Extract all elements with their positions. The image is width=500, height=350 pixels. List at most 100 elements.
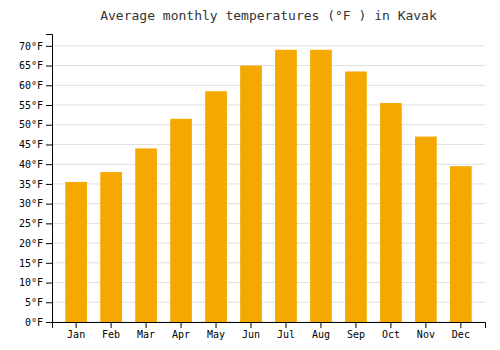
bar xyxy=(170,119,192,322)
grid xyxy=(52,46,485,322)
x-tick: May xyxy=(207,322,225,340)
y-tick: 50°F xyxy=(19,119,52,130)
bar xyxy=(310,50,332,322)
y-tick-label: 5°F xyxy=(25,297,43,308)
bars xyxy=(65,50,471,322)
y-tick-label: 30°F xyxy=(19,198,43,209)
x-tick-mark xyxy=(76,322,77,328)
x-tick-label: Oct xyxy=(382,329,400,340)
x-tick: Jul xyxy=(277,322,295,340)
grid-line xyxy=(52,65,485,66)
bar xyxy=(100,172,122,322)
y-tick-label: 0°F xyxy=(25,317,43,328)
y-tick: 20°F xyxy=(19,238,52,249)
y-tick-mark xyxy=(46,322,52,323)
y-tick-mark xyxy=(46,263,52,264)
y-tick-mark xyxy=(46,164,52,165)
title: Average monthly temperatures (°F ) in Ka… xyxy=(100,8,437,23)
x-tick-mark xyxy=(425,322,426,328)
x-tick-label: Dec xyxy=(452,329,470,340)
x-tick-mark xyxy=(181,322,182,328)
x-tick-label: Jan xyxy=(67,329,85,340)
y-tick: 60°F xyxy=(19,80,52,91)
x-tick: Nov xyxy=(417,322,435,340)
y-tick-label: 45°F xyxy=(19,139,43,150)
y-tick-label: 10°F xyxy=(19,277,43,288)
x-tick-mark xyxy=(216,322,217,328)
x-tick: Mar xyxy=(137,322,155,340)
x-tick-mark xyxy=(251,322,252,328)
y-tick-label: 20°F xyxy=(19,238,43,249)
y-tick-mark xyxy=(46,184,52,185)
x-tick-mark xyxy=(111,322,112,328)
y-tick: 30°F xyxy=(19,198,52,209)
x-tick-label: Jul xyxy=(277,329,295,340)
y-axis-line xyxy=(46,35,53,323)
x-tick-mark xyxy=(355,322,356,328)
x-tick: Aug xyxy=(312,322,330,340)
y-tick: 5°F xyxy=(25,297,52,308)
y-tick-mark xyxy=(46,302,52,303)
y-tick-label: 15°F xyxy=(19,258,43,269)
x-tick-mark xyxy=(320,322,321,328)
y-tick-label: 70°F xyxy=(19,41,43,52)
x-axis-line xyxy=(53,323,486,329)
bar xyxy=(65,182,87,322)
bar xyxy=(135,148,157,322)
y-tick-label: 35°F xyxy=(19,179,43,190)
y-tick-label: 40°F xyxy=(19,159,43,170)
x-tick: Sep xyxy=(347,322,365,340)
x-tick: Dec xyxy=(452,322,470,340)
y-tick-label: 60°F xyxy=(19,80,43,91)
grid-line xyxy=(52,124,485,125)
y-tick-label: 55°F xyxy=(19,100,43,111)
x-tick-label: Apr xyxy=(172,329,190,340)
grid-line xyxy=(52,45,485,46)
y-tick-mark xyxy=(46,66,52,67)
bar xyxy=(345,71,367,322)
bar xyxy=(450,166,472,322)
grid-line xyxy=(52,105,485,106)
bar xyxy=(205,91,227,322)
y-tick-label: 65°F xyxy=(19,60,43,71)
plot: 0°F 5°F 10°F 15°F 20°F 25°F 30°F 35°F 40°F 45°F 50… xyxy=(19,35,486,341)
y-tick: 70°F xyxy=(19,41,52,52)
bar xyxy=(275,50,297,322)
y-tick-label: 50°F xyxy=(19,119,43,130)
x-tick: Apr xyxy=(172,322,190,340)
chart: 0°F 5°F 10°F 15°F 20°F 25°F 30°F 35°F 40°F 45°F 50… xyxy=(0,0,500,350)
y-tick-mark xyxy=(46,105,52,106)
x-tick-label: Mar xyxy=(137,329,155,340)
x-tick-label: Nov xyxy=(417,329,435,340)
y-tick: 55°F xyxy=(19,100,52,111)
bar xyxy=(415,137,437,322)
x-tick-mark xyxy=(460,322,461,328)
grid-line xyxy=(52,85,485,86)
x-axis: Jan Feb Mar Apr May Jun Jul Aug Sep Oct Nov Dec xyxy=(53,322,486,340)
x-tick-mark xyxy=(146,322,147,328)
bar xyxy=(240,66,262,322)
y-tick-mark xyxy=(46,46,52,47)
x-tick-label: May xyxy=(207,329,225,340)
x-tick-mark xyxy=(390,322,391,328)
x-tick-mark xyxy=(285,322,286,328)
x-tick: Jun xyxy=(242,322,260,340)
bar xyxy=(380,103,402,322)
y-tick-mark xyxy=(46,243,52,244)
x-tick: Oct xyxy=(382,322,400,340)
y-tick-mark xyxy=(46,144,52,145)
y-tick-mark xyxy=(46,223,52,224)
y-tick: 25°F xyxy=(19,218,52,229)
y-tick: 40°F xyxy=(19,159,52,170)
y-tick-mark xyxy=(46,85,52,86)
y-tick-mark xyxy=(46,204,52,205)
x-tick-label: Feb xyxy=(102,329,120,340)
y-tick: 0°F xyxy=(25,317,52,328)
y-tick-mark xyxy=(46,125,52,126)
x-tick-label: Aug xyxy=(312,329,330,340)
x-tick: Feb xyxy=(102,322,120,340)
y-tick: 45°F xyxy=(19,139,52,150)
x-tick-label: Jun xyxy=(242,329,260,340)
y-tick: 65°F xyxy=(19,60,52,71)
y-axis: 0°F 5°F 10°F 15°F 20°F 25°F 30°F 35°F 40°F 45°F 50… xyxy=(19,35,53,328)
